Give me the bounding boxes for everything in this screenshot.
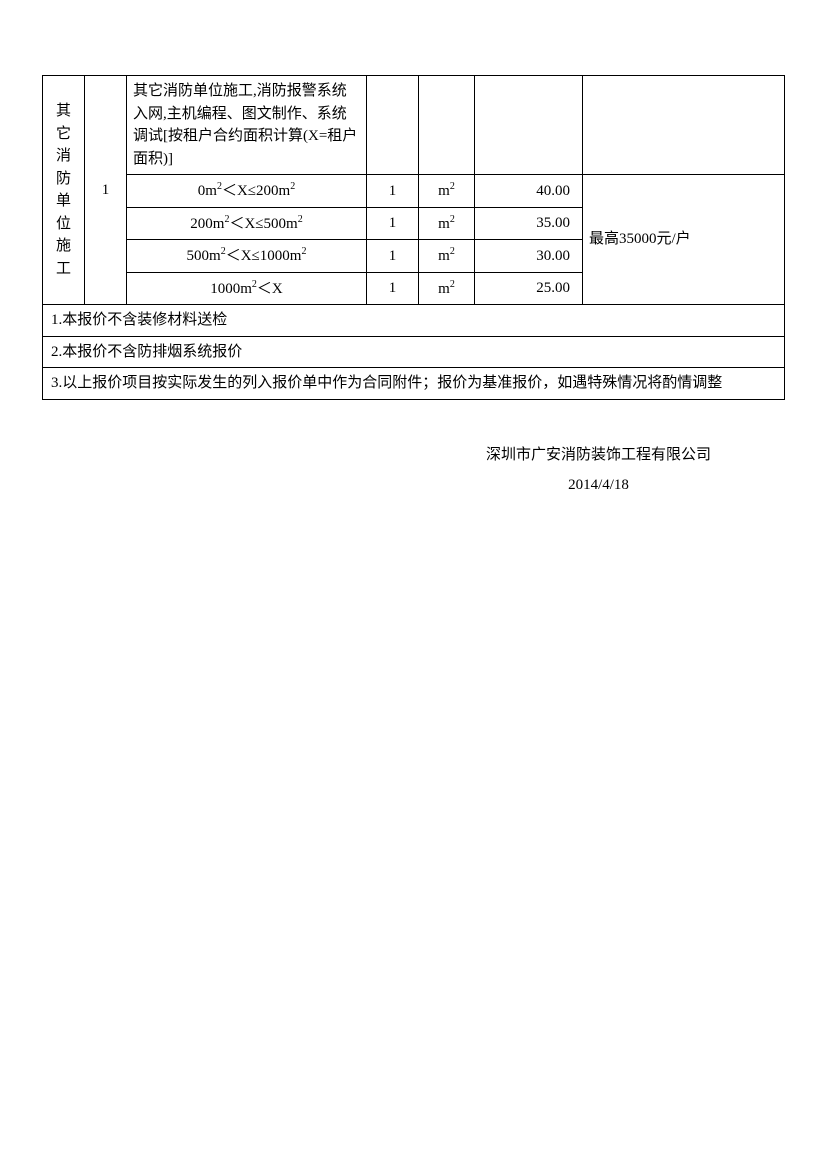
seq-cell: 1 <box>85 76 127 305</box>
note-cell: 3.以上报价项目按实际发生的列入报价单中作为合同附件；报价为基准报价，如遇特殊情… <box>43 368 785 400</box>
range-cell: 1000m2＜X <box>127 272 367 305</box>
qty-cell: 1 <box>367 272 419 305</box>
unit-cell: m2 <box>419 175 475 208</box>
category-cell: 其它消防单位施工 <box>43 76 85 305</box>
pricing-table: 其它消防单位施工 1 其它消防单位施工,消防报警系统入网,主机编程、图文制作、系… <box>42 75 785 400</box>
range-cell: 500m2＜X≤1000m2 <box>127 240 367 273</box>
note-cell: 1.本报价不含装修材料送检 <box>43 305 785 337</box>
footer: 深圳市广安消防装饰工程有限公司 2014/4/18 <box>42 440 785 500</box>
note-row: 1.本报价不含装修材料送检 <box>43 305 785 337</box>
description-header-cell: 其它消防单位施工,消防报警系统入网,主机编程、图文制作、系统调试[按租户合约面积… <box>127 76 367 175</box>
empty-remark <box>583 76 785 175</box>
unit-cell: m2 <box>419 207 475 240</box>
empty-qty <box>367 76 419 175</box>
remark-cell: 最高35000元/户 <box>583 175 785 305</box>
price-cell: 35.00 <box>475 207 583 240</box>
note-cell: 2.本报价不含防排烟系统报价 <box>43 336 785 368</box>
price-cell: 25.00 <box>475 272 583 305</box>
qty-cell: 1 <box>367 207 419 240</box>
empty-unit <box>419 76 475 175</box>
note-row: 2.本报价不含防排烟系统报价 <box>43 336 785 368</box>
company-name: 深圳市广安消防装饰工程有限公司 <box>412 440 785 470</box>
price-cell: 40.00 <box>475 175 583 208</box>
empty-price <box>475 76 583 175</box>
range-cell: 0m2＜X≤200m2 <box>127 175 367 208</box>
qty-cell: 1 <box>367 240 419 273</box>
note-row: 3.以上报价项目按实际发生的列入报价单中作为合同附件；报价为基准报价，如遇特殊情… <box>43 368 785 400</box>
unit-cell: m2 <box>419 240 475 273</box>
range-cell: 200m2＜X≤500m2 <box>127 207 367 240</box>
price-cell: 30.00 <box>475 240 583 273</box>
unit-cell: m2 <box>419 272 475 305</box>
table-header-row: 其它消防单位施工 1 其它消防单位施工,消防报警系统入网,主机编程、图文制作、系… <box>43 76 785 175</box>
qty-cell: 1 <box>367 175 419 208</box>
document-date: 2014/4/18 <box>412 470 785 500</box>
table-row: 0m2＜X≤200m2 1 m2 40.00 最高35000元/户 <box>43 175 785 208</box>
